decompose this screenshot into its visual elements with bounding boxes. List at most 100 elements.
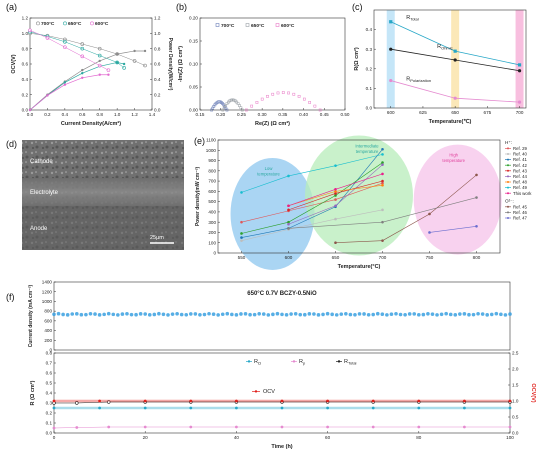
panel-c-series-label: RTotal bbox=[406, 15, 419, 22]
panel-f-ocv-legend-marker bbox=[254, 390, 258, 393]
panel-b-marker bbox=[236, 102, 240, 106]
panel-a-right-ytick-label: 0.8 bbox=[154, 46, 161, 51]
panel-a-legend-label: 650°C bbox=[68, 21, 82, 27]
panel-e-legend-header: H⁺: bbox=[505, 140, 512, 145]
panel-e-series-marker bbox=[428, 231, 431, 234]
panel-f-current-marker bbox=[102, 312, 106, 317]
panel-e-series-marker bbox=[334, 164, 337, 167]
panel-b-xtick-label: 0.25 bbox=[237, 112, 246, 117]
sem-label-cathode: Cathode bbox=[30, 159, 53, 165]
panel-a-right-ytick-label: 0.0 bbox=[154, 108, 161, 113]
panel-b-marker bbox=[313, 104, 317, 108]
panel-b-xtick-label: 0.40 bbox=[299, 112, 308, 117]
panel-e-ytick-label: 300 bbox=[208, 220, 216, 225]
panel-f-bottom-ylabel: R (Ω cm²) bbox=[29, 380, 36, 405]
panel-b-ytick-label: 0.20 bbox=[189, 16, 198, 21]
panel-b-xlabel: Re(Z) (Ω cm²) bbox=[255, 120, 290, 127]
panel-f-current-marker bbox=[52, 312, 56, 317]
panel-f-top-ytick-label: 1000 bbox=[42, 299, 53, 304]
panel-e-series-marker bbox=[475, 224, 478, 228]
panel-c-ytick-label: 0.2 bbox=[366, 66, 373, 71]
panel-b-ytick-label: 0.15 bbox=[189, 39, 198, 44]
panel-f-label: (f) bbox=[6, 292, 15, 302]
panel-e-series-marker bbox=[334, 194, 337, 197]
panel-c-xtick-label: 700 bbox=[516, 110, 524, 115]
panel-e-legend-label: Ref. 29 bbox=[513, 146, 527, 151]
panel-c-xtick-label: 650 bbox=[451, 110, 459, 115]
panel-b-legend-marker bbox=[245, 23, 250, 27]
panel-b-legend-label: 700°C bbox=[221, 23, 235, 29]
panel-f-current-marker bbox=[435, 313, 439, 317]
panel-f-current-marker bbox=[371, 312, 376, 317]
panel-e-legend-label: This work bbox=[513, 191, 532, 196]
panel-a-ytick-label: 0.6 bbox=[22, 62, 29, 67]
panel-c-ytick-label: 0.1 bbox=[366, 86, 373, 91]
panel-f-series-marker bbox=[463, 399, 466, 403]
panel-f-series-marker bbox=[280, 399, 284, 403]
panel-b-ylabel: -Im(Z) (Ω cm²) bbox=[177, 46, 184, 82]
panel-a-voltage-line bbox=[29, 33, 146, 66]
panel-f-bottom-ylabel-right: OCV(V) bbox=[530, 383, 536, 402]
panel-e-ytick-label: 200 bbox=[208, 230, 216, 235]
panel-b-marker bbox=[245, 108, 248, 112]
panel-f-current-marker bbox=[257, 311, 262, 316]
panel-e-xtick-label: 550 bbox=[238, 255, 246, 260]
panel-b-marker bbox=[302, 97, 306, 101]
panel-f-series-marker bbox=[371, 406, 375, 410]
panel-e-region-label: Low bbox=[265, 166, 274, 171]
panel-f-current-marker bbox=[275, 311, 280, 316]
panel-f-current-marker bbox=[97, 313, 102, 317]
panel-a-right-ytick-label: 1.0 bbox=[154, 31, 161, 36]
panel-a-legend-label: 700°C bbox=[41, 21, 55, 27]
panel-f-current-marker bbox=[70, 312, 75, 316]
panel-e-series-marker bbox=[287, 227, 290, 230]
panel-f-series-marker bbox=[463, 425, 466, 429]
panel-b-marker bbox=[229, 98, 233, 102]
panel-a-power-marker bbox=[122, 62, 126, 66]
panel-b-ytick-label: 0.10 bbox=[189, 62, 198, 67]
panel-f-current-marker bbox=[175, 311, 179, 316]
panel-f-current-marker bbox=[179, 312, 184, 317]
panel-a-right-ytick-label: 1.2 bbox=[154, 16, 161, 21]
panel-a-power-line bbox=[29, 74, 109, 111]
panel-e-ytick-label: 600 bbox=[208, 189, 216, 194]
panel-f-current-marker bbox=[289, 312, 293, 316]
panel-f-current-marker bbox=[207, 311, 211, 316]
panel-e-series-marker bbox=[334, 190, 337, 193]
panel-f-current-marker bbox=[225, 311, 230, 316]
panel-f-series-line bbox=[53, 426, 510, 429]
panel-e-series-marker bbox=[381, 220, 384, 224]
panel-e-xtick-label: 750 bbox=[426, 255, 434, 260]
panel-e-series-line bbox=[241, 182, 383, 223]
panel-f-current-marker bbox=[125, 311, 129, 316]
panel-b-marker bbox=[228, 99, 232, 103]
panel-b-marker bbox=[231, 98, 234, 102]
panel-e-series-line bbox=[241, 162, 383, 234]
panel-c: 600 625 650 675 700 0.0 0.1 0.2 0.3 0.4 (c) Tempera… bbox=[352, 2, 527, 125]
panel-f-current-marker bbox=[239, 312, 243, 316]
panel-f-top-ytick-label: 200 bbox=[44, 338, 52, 343]
panel-f-current-marker bbox=[430, 312, 435, 316]
panel-b-marker bbox=[238, 104, 241, 107]
panel-e-legend-label: Ref. 40 bbox=[513, 152, 527, 157]
sem-label-anode: Anode bbox=[30, 226, 48, 232]
panel-e-legend-marker bbox=[507, 175, 509, 178]
panel-c-series-label: RPolarization bbox=[406, 77, 431, 84]
panel-f-current-marker bbox=[189, 312, 193, 316]
panel-f-current-marker bbox=[353, 312, 357, 317]
panel-f-current-marker bbox=[458, 312, 462, 316]
panel-f-bottom-ytick-label: 0.5 bbox=[46, 381, 53, 386]
sem-label-electrolyte: Electrolyte bbox=[30, 190, 59, 196]
panel-f-current-marker bbox=[485, 313, 490, 317]
panel-a-xtick-label: 0.2 bbox=[44, 112, 51, 117]
panel-e-legend-label: Ref. 43 bbox=[513, 168, 527, 173]
panel-f-current-marker bbox=[412, 312, 417, 316]
panel-b-xtick-label: 0.30 bbox=[258, 112, 267, 117]
panel-a-ytick-label: 0.0 bbox=[22, 108, 29, 113]
panel-b-marker bbox=[292, 92, 296, 96]
panel-f-current-marker bbox=[220, 312, 225, 317]
panel-b-marker bbox=[221, 108, 225, 112]
panel-f-current-marker bbox=[385, 313, 389, 317]
